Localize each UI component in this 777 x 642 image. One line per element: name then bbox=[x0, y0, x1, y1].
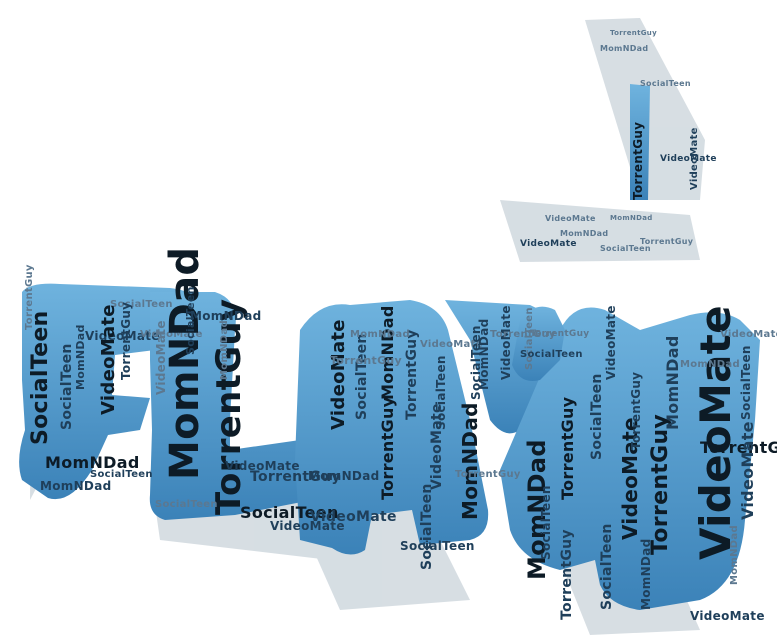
cloud-word: SocialTeen bbox=[90, 469, 153, 480]
cloud-word: TorrentGuy bbox=[631, 121, 645, 200]
cloud-word: SocialTeen bbox=[640, 79, 691, 88]
cloud-word: MomNDad bbox=[162, 246, 208, 480]
cloud-word: TorrentGuy bbox=[629, 371, 643, 450]
cloud-word: TorrentGuy bbox=[404, 329, 420, 420]
cloud-word: TorrentGuy bbox=[530, 329, 590, 339]
cloud-word: VideoMate bbox=[140, 329, 203, 340]
cloud-word: MomNDad bbox=[74, 324, 87, 390]
letter-l bbox=[149, 292, 320, 520]
cloud-word: MomNDad bbox=[600, 44, 649, 53]
cloud-word: VideoMate bbox=[520, 239, 577, 249]
cloud-word: VideoMate bbox=[720, 329, 777, 340]
cloud-word: TorrentGuy bbox=[610, 29, 657, 37]
cloud-word: MomNDad bbox=[639, 538, 653, 610]
cloud-word: TorrentGuy bbox=[559, 529, 575, 620]
cloud-word: TorrentGuy bbox=[648, 413, 673, 555]
cloud-word: VideoMate bbox=[154, 320, 168, 395]
cloud-word: VideoMate bbox=[225, 459, 300, 473]
cloud-word: TorrentGuy bbox=[700, 438, 777, 457]
cloud-word: VideoMate bbox=[499, 305, 513, 380]
cloud-word: MomNDad bbox=[560, 229, 609, 238]
letter-a bbox=[295, 300, 489, 555]
cloud-word: SocialTeen bbox=[520, 349, 583, 360]
cloud-word: VideoMate bbox=[270, 519, 345, 533]
cloud-word: MomNDad bbox=[378, 305, 397, 400]
cloud-word: VideoMate bbox=[545, 214, 596, 223]
cloud-word: MomNDad bbox=[680, 359, 740, 370]
cloud-word: VideoMate bbox=[738, 421, 757, 520]
cloud-word: MomNDad bbox=[477, 318, 491, 390]
cloud-word: VideoMate bbox=[98, 304, 119, 415]
cloud-word: VideoMate bbox=[690, 609, 765, 623]
cloud-word: SocialTeen bbox=[110, 299, 173, 310]
cloud-word: MomNDad bbox=[458, 402, 482, 520]
cloud-word: SocialTeen bbox=[600, 244, 651, 253]
cloud-word: SocialTeen bbox=[419, 483, 435, 570]
cloud-word: VideoMate bbox=[604, 305, 618, 380]
cloud-word: TorrentGuy bbox=[250, 469, 341, 485]
cloud-word: VideoMate bbox=[691, 305, 740, 560]
cloud-word: MomNDad bbox=[190, 309, 262, 323]
cloud-word: MomNDad bbox=[610, 214, 653, 222]
cloud-word: SocialTeen bbox=[739, 345, 753, 420]
cloud-word: VideoMate bbox=[660, 154, 717, 164]
cloud-word: SocialTeen bbox=[539, 485, 553, 560]
cloud-word: SocialTeen bbox=[240, 503, 339, 522]
cloud-word: VideoMate bbox=[420, 339, 483, 350]
cloud-word: TorrentGuy bbox=[24, 264, 35, 330]
cloud-word: TorrentGuy bbox=[378, 396, 397, 500]
cloud-word: TorrentGuy bbox=[490, 329, 556, 340]
cloud-word: VideoMate bbox=[429, 403, 445, 490]
figure-torso bbox=[630, 84, 650, 200]
cloud-word: MomNDad bbox=[40, 479, 112, 493]
cloud-word: MomNDad bbox=[729, 525, 740, 585]
cloud-word: TorrentGuy bbox=[330, 354, 403, 367]
cloud-word: MomNDad bbox=[45, 453, 140, 472]
cloud-word: MomNDad bbox=[350, 329, 410, 340]
cloud-word: TorrentGuy bbox=[455, 469, 521, 480]
figure-shadow bbox=[500, 200, 700, 262]
cloud-word: SocialTeen bbox=[28, 310, 53, 445]
cloud-word: SocialTeen bbox=[599, 523, 615, 610]
cloud-word: SocialTeen bbox=[155, 499, 218, 510]
cloud-word: VideoMate bbox=[328, 319, 349, 430]
cloud-word: VideoMate bbox=[310, 509, 397, 525]
cloud-word: VideoMate bbox=[85, 329, 160, 343]
cloud-word: MomNDad bbox=[308, 469, 380, 483]
cloud-word: SocialTeen bbox=[59, 343, 75, 430]
cloud-word: SocialTeen bbox=[589, 373, 605, 460]
cloud-word: TorrentGuy bbox=[640, 237, 694, 246]
cloud-word: TorrentGuy bbox=[119, 301, 133, 380]
cloud-word: MomNDad bbox=[663, 335, 682, 430]
cloud-word: SocialTeen bbox=[354, 333, 370, 420]
cloud-word: MomNDad bbox=[219, 320, 230, 380]
cloud-word: SocialTeen bbox=[184, 286, 197, 355]
cloud-word: TorrentGuy bbox=[558, 396, 577, 500]
cloud-word: SocialTeen bbox=[400, 539, 475, 553]
letter-n bbox=[500, 307, 760, 610]
figure-arm bbox=[512, 306, 565, 381]
